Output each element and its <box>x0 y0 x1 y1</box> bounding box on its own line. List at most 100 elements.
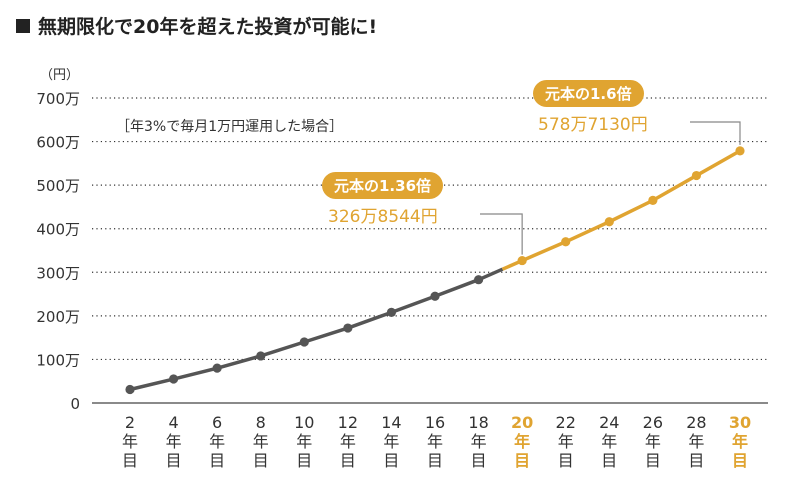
svg-text:年: 年 <box>558 432 574 451</box>
data-point <box>691 170 702 181</box>
data-point <box>212 363 222 373</box>
page-title-text: 無期限化で20年を超えた投資が可能に! <box>38 16 378 38</box>
callout-amount-20y: 326万8544円 <box>328 207 438 227</box>
svg-text:目: 目 <box>601 451 617 470</box>
data-point <box>561 237 571 247</box>
callout-leader-30y <box>690 121 741 145</box>
svg-text:20: 20 <box>511 413 533 432</box>
svg-text:2: 2 <box>125 413 135 432</box>
svg-text:年: 年 <box>732 432 748 451</box>
y-tick-label: 400万 <box>36 221 80 239</box>
svg-text:8: 8 <box>256 413 266 432</box>
y-tick-labels: 0 100万 200万 300万 400万 500万 600万 700万 <box>36 90 80 413</box>
y-tick-label: 200万 <box>36 308 80 326</box>
svg-text:6: 6 <box>212 413 222 432</box>
svg-text:年: 年 <box>427 432 443 451</box>
svg-text:12: 12 <box>338 413 358 432</box>
data-point <box>735 146 745 156</box>
svg-text:30: 30 <box>729 413 751 432</box>
data-point <box>648 195 658 205</box>
svg-text:年: 年 <box>209 432 225 451</box>
svg-text:年: 年 <box>688 432 704 451</box>
svg-text:目: 目 <box>514 451 530 470</box>
page-title: 無期限化で20年を超えた投資が可能に! <box>16 12 377 39</box>
y-tick-label: 500万 <box>36 177 80 195</box>
callout-leader-20y <box>480 213 523 255</box>
x-tick-label: 4年目 <box>166 413 182 470</box>
svg-text:目: 目 <box>209 451 225 470</box>
svg-text:目: 目 <box>340 451 356 470</box>
svg-text:目: 目 <box>296 451 312 470</box>
y-tick-label: 300万 <box>36 264 80 282</box>
series-points <box>125 146 745 395</box>
x-tick-label: 2年目 <box>122 413 138 470</box>
data-point <box>604 217 614 227</box>
svg-text:年: 年 <box>340 432 356 451</box>
data-point <box>256 351 266 361</box>
y-tick-label: 700万 <box>36 90 80 108</box>
svg-text:年: 年 <box>601 432 617 451</box>
data-point <box>517 255 527 266</box>
title-square-icon <box>16 19 30 33</box>
series-line-before-20y <box>129 267 504 392</box>
svg-text:16: 16 <box>425 413 445 432</box>
data-point <box>430 291 440 301</box>
series-line-after-20y <box>501 149 741 271</box>
callout-amount-30y: 578万7130円 <box>538 115 648 135</box>
svg-text:年: 年 <box>166 432 182 451</box>
svg-text:目: 目 <box>471 451 487 470</box>
svg-text:目: 目 <box>253 451 269 470</box>
callout-badge-20y: 元本の1.36倍 <box>322 172 444 199</box>
svg-text:24: 24 <box>599 413 619 432</box>
x-tick-label: 8年目 <box>253 413 269 470</box>
svg-text:10: 10 <box>294 413 314 432</box>
y-tick-label: 0 <box>70 395 80 413</box>
svg-text:目: 目 <box>732 451 748 470</box>
data-point <box>473 275 484 285</box>
x-tick-label: 6年目 <box>209 413 225 470</box>
y-unit-label: （円） <box>40 68 80 83</box>
svg-text:4: 4 <box>168 413 178 432</box>
svg-text:18: 18 <box>468 413 488 432</box>
svg-text:目: 目 <box>688 451 704 470</box>
svg-text:年: 年 <box>514 432 530 451</box>
x-tick-labels: 2年目4年目6年目8年目10年目12年目14年目16年目18年目20年目22年目… <box>122 413 751 470</box>
svg-text:26: 26 <box>643 413 663 432</box>
data-point <box>125 384 135 395</box>
callout-badge-30y: 元本の1.6倍 <box>533 80 644 107</box>
callout-leaders <box>480 121 741 255</box>
svg-text:目: 目 <box>166 451 182 470</box>
y-tick-label: 600万 <box>36 134 80 152</box>
svg-text:目: 目 <box>122 451 138 470</box>
svg-text:14: 14 <box>381 413 401 432</box>
y-tick-label: 100万 <box>36 351 80 369</box>
svg-text:年: 年 <box>253 432 269 451</box>
svg-text:22: 22 <box>556 413 576 432</box>
svg-text:28: 28 <box>686 413 706 432</box>
svg-text:年: 年 <box>122 432 138 451</box>
svg-text:年: 年 <box>645 432 661 451</box>
svg-text:目: 目 <box>558 451 574 470</box>
data-point <box>343 323 353 333</box>
svg-text:目: 目 <box>383 451 399 470</box>
svg-text:年: 年 <box>471 432 487 451</box>
gridlines <box>92 97 768 404</box>
data-point <box>299 337 309 347</box>
data-point <box>386 307 397 317</box>
svg-text:年: 年 <box>296 432 312 451</box>
svg-text:目: 目 <box>427 451 443 470</box>
condition-note: ［年3%で毎月1万円運用した場合］ <box>116 119 344 135</box>
svg-text:年: 年 <box>383 432 399 451</box>
